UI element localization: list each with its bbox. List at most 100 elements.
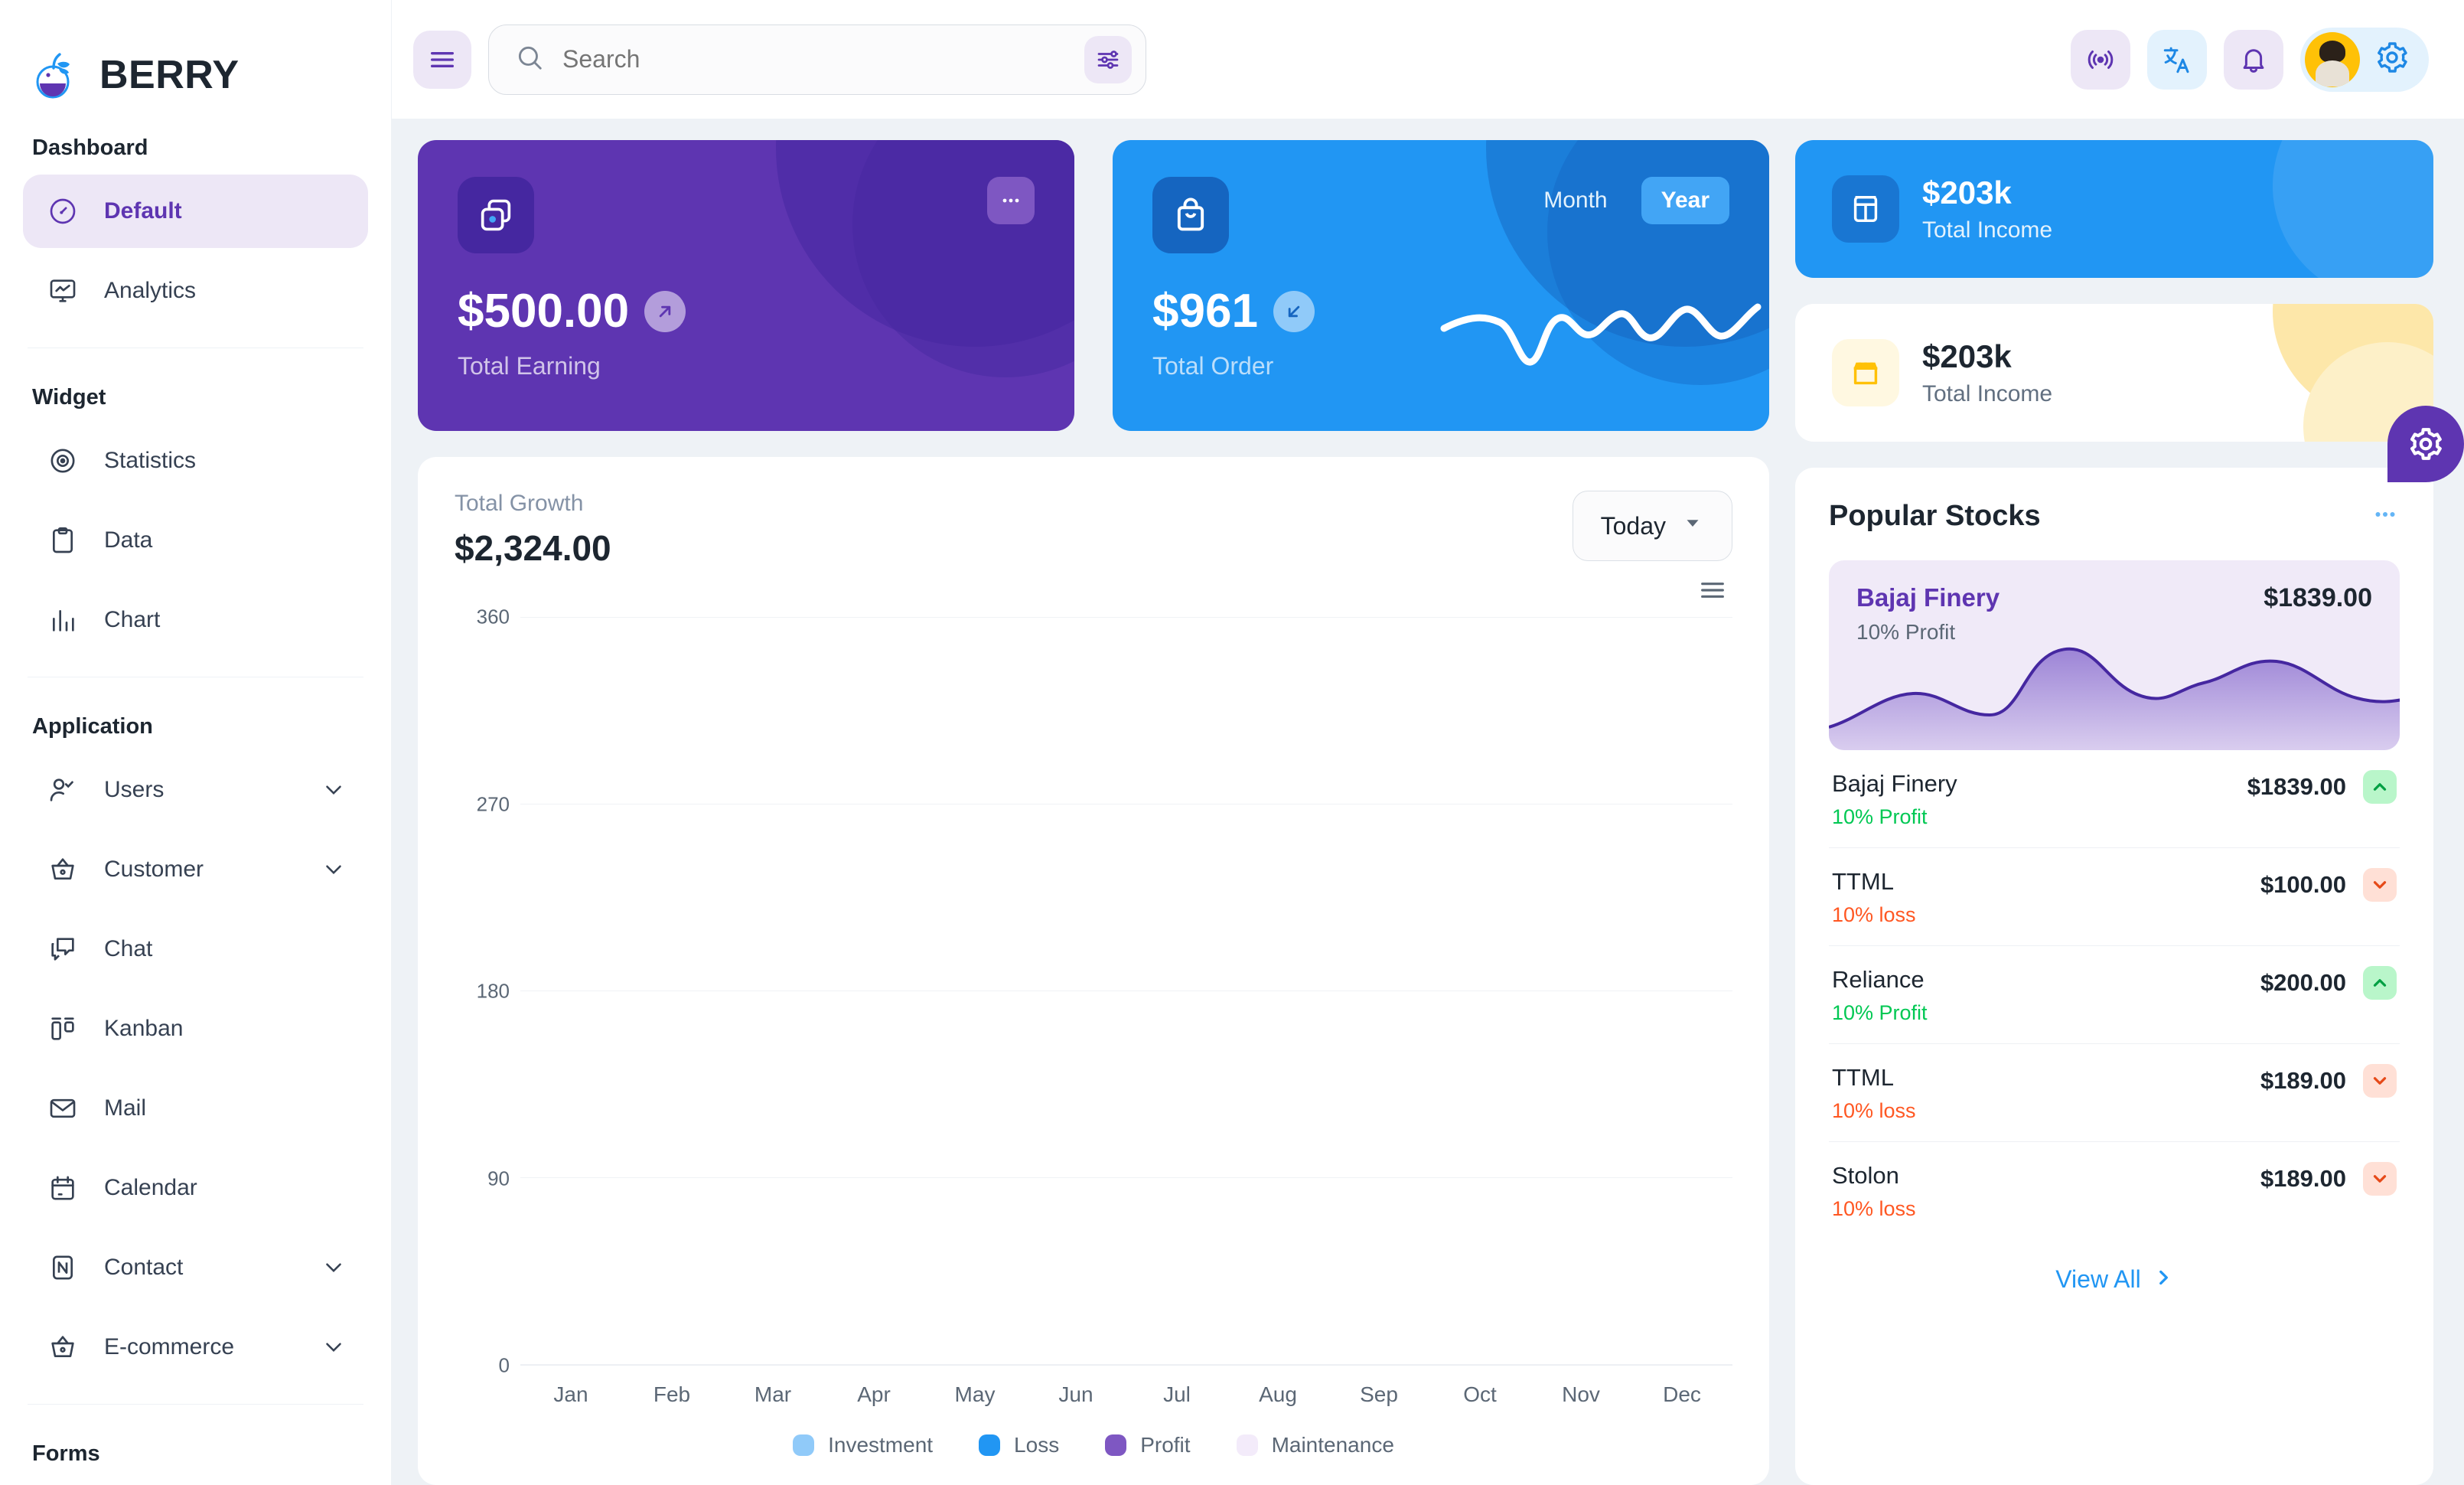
legend-label: Investment [828,1433,934,1457]
card-menu-button[interactable] [987,177,1035,224]
legend-swatch [1236,1434,1258,1456]
sidebar-item-statistics[interactable]: Statistics [23,424,368,498]
main-area: $500.00 Total Earning [392,0,2464,1485]
period-option-month[interactable]: Month [1543,188,1608,213]
legend-item[interactable]: Maintenance [1236,1433,1394,1457]
y-axis-tick: 180 [476,979,510,1003]
stock-row[interactable]: Stolon 10% loss $189.00 [1829,1142,2400,1239]
sidebar-item-label: Calendar [104,1175,197,1200]
chat-bubble-icon [44,931,81,968]
arrow-down-icon [2363,1162,2397,1196]
total-income-blue-label: Total Income [1922,217,2053,243]
x-axis-label: Mar [754,1382,792,1406]
stock-value-group: $1839.00 [2247,770,2397,804]
total-income-blue-card: $203k Total Income [1795,140,2433,278]
chart-menu-icon[interactable] [1697,575,1728,609]
top-header [392,0,2464,119]
chart-plot [520,617,1732,1366]
dashboard-content: $500.00 Total Earning [392,119,2464,1485]
sidebar-item-users[interactable]: Users [23,753,368,827]
sidebar-item-ecommerce[interactable]: E-commerce [23,1310,368,1384]
sidebar-divider [28,1404,363,1405]
stock-info: Stolon 10% loss [1832,1162,1916,1221]
search-input[interactable] [562,45,1066,73]
sidebar-item-analytics[interactable]: Analytics [23,254,368,328]
stock-list: Bajaj Finery 10% Profit $1839.00 TTML 10% lo… [1829,750,2400,1239]
total-growth-card: Total Growth $2,324.00 Today [418,457,1769,1485]
x-axis-label: Dec [1663,1382,1701,1406]
chart-y-axis: 0 90 180 270 360 [455,605,520,1377]
stock-row[interactable]: TTML 10% loss $189.00 [1829,1044,2400,1142]
grid-line [520,1364,1732,1365]
menu-toggle-button[interactable] [413,30,471,89]
search-box[interactable] [488,24,1146,95]
total-income-white-text: $203k Total Income [1922,338,2052,407]
basket-icon [44,851,81,888]
legend-item[interactable]: Investment [793,1433,933,1457]
range-select-value: Today [1600,511,1666,540]
chevron-down-icon[interactable] [321,1255,347,1281]
user-check-icon [44,772,81,808]
sidebar-item-default[interactable]: Default [23,175,368,248]
x-axis-label: Nov [1562,1382,1600,1406]
featured-stock[interactable]: Bajaj Finery 10% Profit $1839.00 [1829,560,2400,750]
view-all-button[interactable]: View All [1829,1239,2400,1301]
x-axis-label: May [954,1382,996,1406]
brand[interactable]: BERRY [0,0,391,119]
legend-item[interactable]: Loss [979,1433,1059,1457]
search-icon [515,43,544,76]
featured-stock-row: Bajaj Finery 10% Profit $1839.00 [1856,583,2372,645]
sidebar-item-mail[interactable]: Mail [23,1072,368,1145]
sidebar-item-data[interactable]: Data [23,504,368,577]
legend-item[interactable]: Profit [1105,1433,1191,1457]
sidebar-item-label: Contact [104,1255,184,1280]
chevron-down-icon[interactable] [321,857,347,883]
filter-settings-icon[interactable] [1084,35,1132,83]
sidebar-item-kanban[interactable]: Kanban [23,992,368,1066]
sidebar-item-customer[interactable]: Customer [23,833,368,906]
popular-stocks-card: Popular Stocks Bajaj Finery 10% Profit $… [1795,468,2433,1485]
chevron-down-icon[interactable] [321,777,347,803]
stock-row[interactable]: Bajaj Finery 10% Profit $1839.00 [1829,750,2400,848]
gauge-icon [44,193,81,230]
storefront-icon [1832,339,1899,406]
stock-price: $200.00 [2260,969,2346,996]
total-order-card: Month Year $961 Total Order [1113,140,1769,431]
order-sparkline [1440,303,1762,366]
total-earning-card: $500.00 Total Earning [418,140,1074,431]
legend-label: Loss [1014,1433,1060,1457]
sidebar-item-label: Analytics [104,278,197,303]
nav-group-dashboard-title: Dashboard [32,135,148,160]
stock-info: Reliance 10% Profit [1832,966,1928,1025]
arrow-up-icon [2363,966,2397,1000]
period-toggle[interactable]: Month Year [1524,177,1729,224]
grid-line [520,1177,1732,1178]
profile-menu[interactable] [2300,27,2429,92]
stock-row[interactable]: Reliance 10% Profit $200.00 [1829,946,2400,1044]
decorative-blob [2273,304,2433,419]
calendar-table-icon [1832,175,1899,243]
notification-bell-icon[interactable] [2224,29,2283,90]
sidebar-item-calendar[interactable]: Calendar [23,1151,368,1225]
clipboard-icon [44,522,81,559]
sidebar-item-chat[interactable]: Chat [23,912,368,986]
stock-change: 10% Profit [1832,805,1928,828]
chevron-down-icon[interactable] [321,1334,347,1360]
sidebar-item-contact[interactable]: Contact [23,1231,368,1304]
monitor-chart-icon [44,273,81,309]
stock-change: 10% Profit [1832,1001,1928,1024]
gear-icon[interactable] [2374,39,2410,80]
x-axis-label: Feb [653,1382,691,1406]
arrow-up-icon [2363,770,2397,804]
stock-price: $189.00 [2260,1165,2346,1192]
settings-fab-button[interactable] [2387,406,2464,482]
stocks-menu-button[interactable] [2371,500,2400,533]
sidebar-item-chart[interactable]: Chart [23,583,368,657]
broadcast-icon[interactable] [2071,29,2130,90]
translate-icon[interactable] [2147,29,2207,90]
chevron-right-icon [2153,1265,2173,1294]
period-option-year[interactable]: Year [1641,177,1729,224]
stock-row[interactable]: TTML 10% loss $100.00 [1829,848,2400,946]
range-select[interactable]: Today [1572,491,1732,561]
